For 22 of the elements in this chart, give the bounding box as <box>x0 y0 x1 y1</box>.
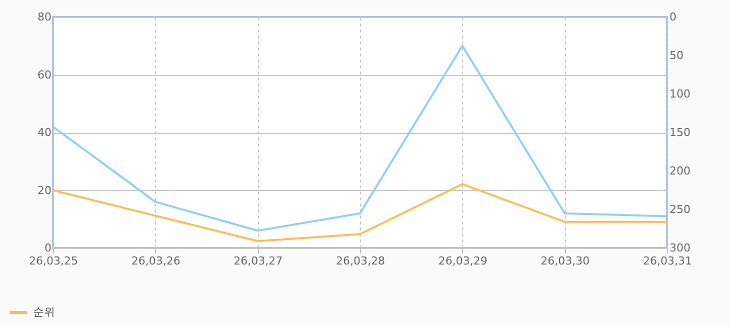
y-tick-label: 20 <box>38 184 52 197</box>
x-tick-label: 26,03,29 <box>438 254 488 268</box>
x-tick-label: 26,03,30 <box>540 254 590 268</box>
y2-tick-label: 200 <box>670 164 690 178</box>
y2-tick-label: 250 <box>670 203 690 216</box>
line-series <box>52 183 668 242</box>
y2-tick-label: 50 <box>670 49 684 62</box>
x-tick-label: 26,03,31 <box>643 254 692 268</box>
y2-tick-label: 0 <box>670 10 676 24</box>
line-series <box>52 44 668 232</box>
y2-tick-label: 150 <box>670 126 690 139</box>
legend-label: 순위 <box>33 306 55 318</box>
x-tick-label: 26,03,27 <box>234 254 283 268</box>
y-tick-label: 80 <box>38 10 52 24</box>
x-tick-label: 26,03,25 <box>29 254 78 268</box>
x-tick-label: 26,03,28 <box>336 254 385 268</box>
y-tick-label: 60 <box>38 68 52 82</box>
y-tick-label: 0 <box>44 242 52 254</box>
y2-tick-label: 100 <box>670 88 690 100</box>
y2-tick-label: 300 <box>670 242 690 254</box>
x-tick-label: 26,03,26 <box>131 254 180 268</box>
y-tick-label: 40 <box>38 126 52 139</box>
